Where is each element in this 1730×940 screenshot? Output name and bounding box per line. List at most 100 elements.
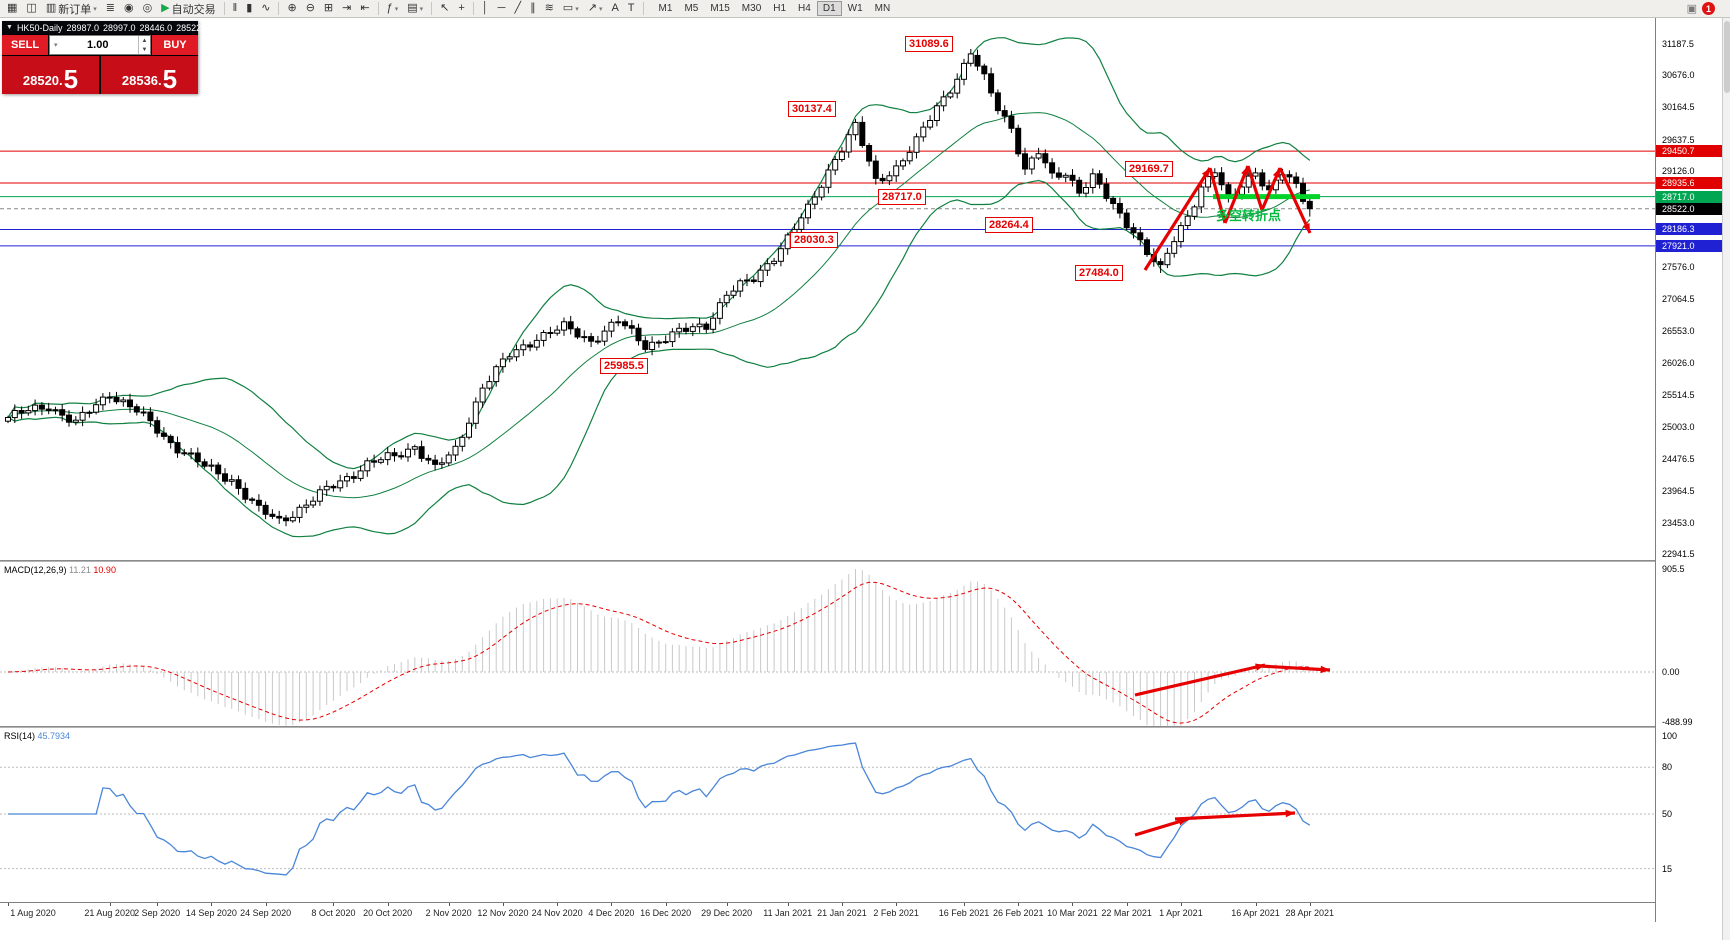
sell-button[interactable]: SELL <box>2 35 48 55</box>
new-order-button[interactable]: ▥ 新订单 ▾ <box>42 1 101 17</box>
scrollbar-thumb[interactable] <box>1724 21 1730 93</box>
timeframe-h1[interactable]: H1 <box>773 3 787 14</box>
fibonacci-icon[interactable]: ≋ <box>541 1 558 17</box>
timeframe-m30[interactable]: M30 <box>741 3 762 14</box>
date-tick <box>611 903 613 906</box>
price-callout[interactable]: 28030.3 <box>790 232 838 248</box>
timeframe-m15[interactable]: M15 <box>710 3 730 14</box>
panel-separator[interactable] <box>0 560 1730 562</box>
chevron-down-icon[interactable]: ▾ <box>394 5 399 13</box>
profiles-icon[interactable]: ◫ <box>22 1 40 17</box>
rsi-label: RSI(14) 45.7934 <box>4 731 71 741</box>
price-callout[interactable]: 30137.4 <box>788 101 836 117</box>
volume-up-icon[interactable]: ▲ <box>141 37 148 44</box>
chevron-down-icon[interactable]: ▾ <box>598 5 603 13</box>
charts-grid-icon[interactable]: ▦ <box>3 1 21 17</box>
chevron-down-icon[interactable]: ▾ <box>419 5 424 13</box>
shapes-icon[interactable]: ▭ ▾ <box>559 1 583 17</box>
date-tick <box>448 903 450 906</box>
chat-icon[interactable]: ▣ <box>1686 3 1697 15</box>
tile-windows-icon[interactable]: ⊞ <box>320 1 337 17</box>
sounds-icon[interactable]: ◎ <box>139 1 157 17</box>
cursor-icon: ↖ <box>440 2 450 14</box>
volume-input[interactable]: ▾ 1.00 ▲ ▼ <box>49 35 151 55</box>
notifications-icon[interactable]: 1 <box>1702 2 1715 15</box>
price-axis-label: 27064.5 <box>1662 294 1695 304</box>
buy-button[interactable]: BUY <box>152 35 198 55</box>
channel-icon: ∥ <box>530 2 536 14</box>
zoom-out-icon[interactable]: ⊖ <box>302 1 319 17</box>
price-axis-label: 23453.0 <box>1662 518 1695 528</box>
rsi-panel[interactable] <box>0 728 1655 902</box>
collapse-icon[interactable]: ▼ <box>6 24 13 31</box>
crosshair-icon[interactable]: + <box>454 1 468 17</box>
date-axis-label: 16 Dec 2020 <box>640 908 692 918</box>
date-axis-label: 10 Mar 2021 <box>1047 908 1098 918</box>
timeframe-mn[interactable]: MN <box>874 3 891 14</box>
price-axis-label: 23964.5 <box>1662 486 1695 496</box>
sell-price-panel[interactable]: 28520. 5 <box>2 56 99 94</box>
volume-dropdown-icon[interactable]: ▾ <box>54 42 58 49</box>
symbol-period: HK50-Daily <box>16 22 63 33</box>
date-tick <box>211 903 213 906</box>
timeframe-w1[interactable]: W1 <box>847 3 863 14</box>
market-depth-icon[interactable]: ≣ <box>102 1 119 17</box>
buy-price-panel[interactable]: 28536. 5 <box>101 56 198 94</box>
price-callout[interactable]: 25985.5 <box>600 358 648 374</box>
date-axis: 1 Aug 2020 21 Aug 2020 2 Sep 2020 14 Sep 20… <box>0 902 1655 922</box>
price-callout[interactable]: 29169.7 <box>1125 161 1173 177</box>
rsi-axis-label: 100 <box>1662 731 1678 741</box>
price-level-chip: 28186.3 <box>1656 223 1722 235</box>
timeframe-h4[interactable]: H4 <box>798 3 811 14</box>
indicators-icon[interactable]: ƒ ▾ <box>383 1 403 17</box>
turning-point-note[interactable]: 多空转折点 <box>1216 208 1282 223</box>
auto-scroll-icon[interactable]: ⇥ <box>338 1 355 17</box>
price-callout[interactable]: 28264.4 <box>985 217 1033 233</box>
date-tick <box>841 903 843 906</box>
cursor-icon[interactable]: ↖ <box>436 1 453 17</box>
arrows-icon[interactable]: ↗ ▾ <box>584 1 607 17</box>
main-price-chart[interactable] <box>0 18 1655 560</box>
date-tick <box>109 903 111 906</box>
date-axis-label: 24 Nov 2020 <box>531 908 583 918</box>
candlestick-chart-icon[interactable]: ▮ <box>242 1 256 17</box>
price-callout[interactable]: 31089.6 <box>905 36 953 52</box>
trendline-icon[interactable]: ╱ <box>510 1 525 17</box>
price-axis-label: 22941.5 <box>1662 549 1695 559</box>
timeframe-m1[interactable]: M1 <box>658 3 673 14</box>
date-axis-label: 4 Dec 2020 <box>588 908 635 918</box>
date-tick <box>265 903 267 906</box>
date-axis-label: 8 Oct 2020 <box>311 908 356 918</box>
text-icon[interactable]: A <box>607 1 622 17</box>
timeframe-d1[interactable]: D1 <box>816 1 842 16</box>
bar-chart-icon[interactable]: ‖ <box>229 1 242 17</box>
chevron-down-icon[interactable]: ▾ <box>93 5 97 13</box>
quote-bar[interactable]: ▼ HK50-Daily 28987.0 28997.0 28446.0 285… <box>2 21 209 34</box>
price-callout[interactable]: 27484.0 <box>1075 265 1123 281</box>
macd-axis-label: -488.99 <box>1662 717 1693 727</box>
vertical-line-icon[interactable]: │ <box>478 1 493 17</box>
chart-shift-icon: ⇤ <box>360 2 370 14</box>
macd-panel[interactable] <box>0 562 1655 726</box>
horizontal-line-icon: ─ <box>497 2 506 14</box>
price-level-chip: 28935.6 <box>1656 177 1722 189</box>
text-label-icon[interactable]: T <box>624 1 639 17</box>
chart-shift-icon[interactable]: ⇤ <box>356 1 373 17</box>
channel-icon[interactable]: ∥ <box>526 1 540 17</box>
panel-separator[interactable] <box>0 726 1730 728</box>
chevron-down-icon[interactable]: ▾ <box>575 5 579 13</box>
date-axis-label: 11 Jan 2021 <box>763 908 813 918</box>
zoom-in-icon[interactable]: ⊕ <box>283 1 300 17</box>
macd-axis-label: 0.00 <box>1662 667 1680 677</box>
date-tick <box>665 903 667 906</box>
vertical-scrollbar[interactable] <box>1722 18 1730 940</box>
alerts-icon[interactable]: ◉ <box>120 1 138 17</box>
auto-trading-button[interactable]: ▶ 自动交易 <box>157 1 219 17</box>
price-callout[interactable]: 28717.0 <box>878 189 926 205</box>
price-axis-label: 26026.0 <box>1662 358 1695 368</box>
volume-down-icon[interactable]: ▼ <box>141 46 148 53</box>
objects-list-icon[interactable]: ▤ ▾ <box>403 1 427 17</box>
horizontal-line-icon[interactable]: ─ <box>494 1 510 17</box>
line-chart-icon[interactable]: ∿ <box>257 1 274 17</box>
timeframe-m5[interactable]: M5 <box>684 3 699 14</box>
